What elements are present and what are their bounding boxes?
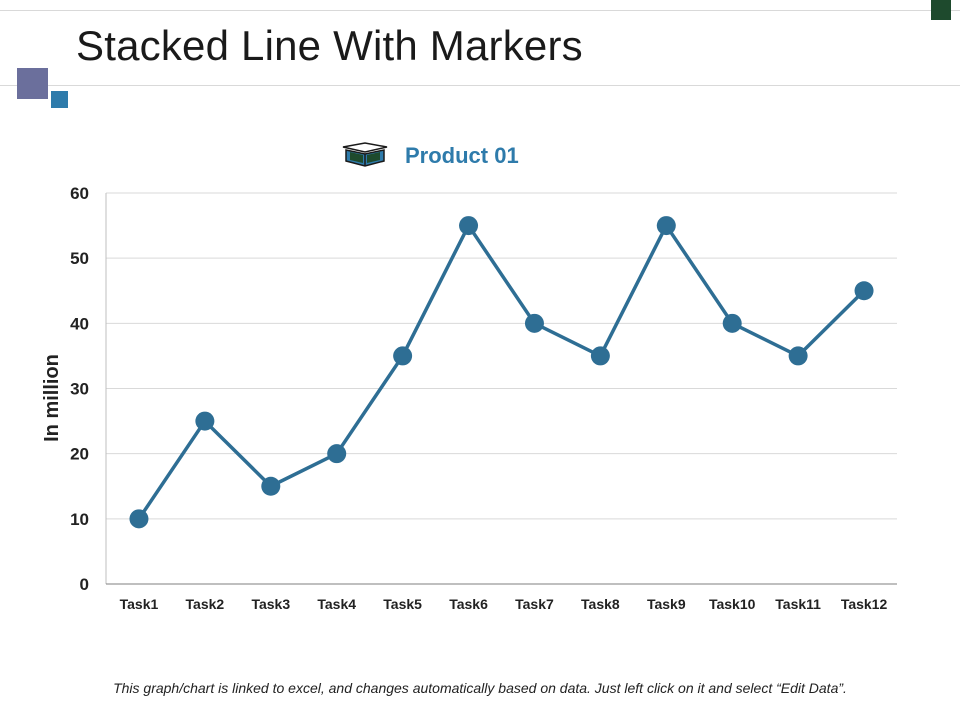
decorative-square-small [51,91,68,108]
y-tick-label: 30 [70,380,89,399]
top-rule [0,10,960,11]
axes [105,193,897,585]
x-tick-label: Task1 [120,596,159,612]
slide-title: Stacked Line With Markers [76,22,583,69]
series-product-01[interactable] [129,216,874,529]
chart-legend[interactable]: Product 01 [342,142,519,168]
data-point-marker[interactable] [854,281,874,301]
gridlines [106,192,897,520]
y-tick-label: 50 [70,249,89,268]
data-point-marker[interactable] [788,346,808,366]
line-chart[interactable]: Product 01 0 10 20 30 40 50 60 Task1 Task2 Task3… [0,0,960,670]
open-box-icon [342,142,388,167]
y-tick-label: 60 [70,184,89,203]
data-point-marker[interactable] [590,346,610,366]
x-tick-labels: Task1 Task2 Task3 Task4 Task5 Task6 Task7 Task8… [120,596,888,612]
title-rule [0,85,960,86]
x-tick-label: Task3 [251,596,290,612]
decorative-square-large [17,68,48,99]
footnote: This graph/chart is linked to excel, and… [113,680,847,696]
y-tick-label: 40 [70,314,89,333]
y-tick-label: 0 [80,575,89,594]
data-point-marker[interactable] [722,313,742,333]
legend-label: Product 01 [405,143,519,168]
series-line[interactable] [137,223,866,520]
x-tick-label: Task6 [449,596,488,612]
data-point-marker[interactable] [524,313,544,333]
data-point-marker[interactable] [393,346,413,366]
data-point-marker[interactable] [129,509,149,529]
x-tick-label: Task2 [186,596,225,612]
corner-accent-block [931,0,951,20]
x-tick-label: Task4 [317,596,356,612]
data-point-marker[interactable] [459,216,479,236]
y-tick-labels: 0 10 20 30 40 50 60 [70,184,89,594]
x-tick-label: Task5 [383,596,422,612]
x-tick-label: Task12 [841,596,888,612]
data-point-marker[interactable] [261,476,281,496]
x-tick-label: Task10 [709,596,756,612]
y-axis-label: In million [41,354,63,442]
y-tick-label: 10 [70,510,89,529]
data-point-marker[interactable] [195,411,215,431]
x-tick-label: Task7 [515,596,554,612]
x-tick-label: Task8 [581,596,620,612]
x-tick-label: Task9 [647,596,686,612]
x-tick-label: Task11 [775,596,821,612]
y-tick-label: 20 [70,445,89,464]
data-point-marker[interactable] [327,444,347,464]
data-point-marker[interactable] [656,216,676,236]
